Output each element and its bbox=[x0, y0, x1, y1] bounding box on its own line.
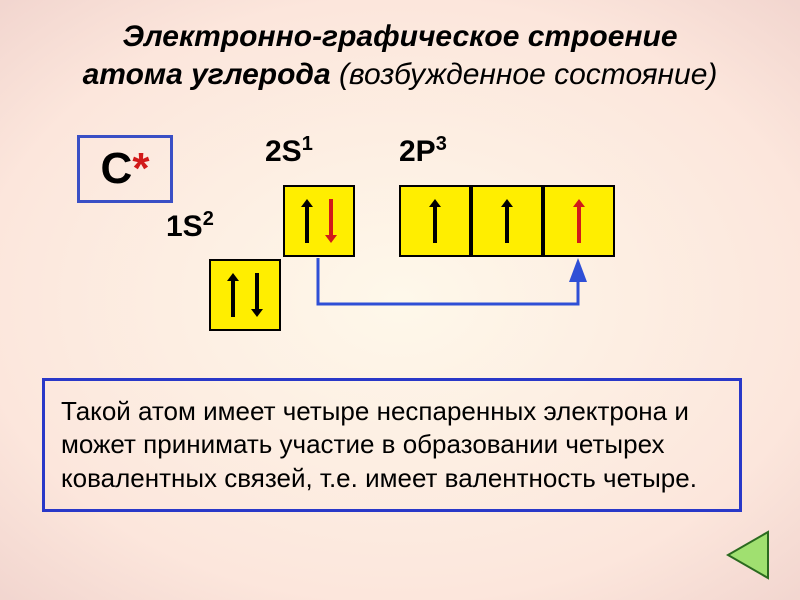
label-1s: 1S2 bbox=[166, 208, 214, 244]
electron-up-arrow bbox=[427, 193, 443, 249]
page-title: Электронно-графическое строение атома уг… bbox=[0, 0, 800, 93]
label-2p: 2P3 bbox=[399, 133, 447, 169]
orbital-box-2p-1 bbox=[399, 185, 471, 257]
electron-transfer-arrow bbox=[318, 258, 588, 318]
label-2s: 2S1 bbox=[265, 133, 313, 169]
explanation-text: Такой атом имеет четыре неспаренных элек… bbox=[42, 378, 742, 512]
title-line2-italic: (возбужденное состояние) bbox=[331, 58, 718, 91]
electron-down-arrow bbox=[249, 267, 265, 323]
electron-up-arrow bbox=[225, 267, 241, 323]
orbital-box-1s bbox=[209, 259, 281, 331]
electron-up-arrow bbox=[571, 193, 587, 249]
electron-down-arrow bbox=[323, 193, 339, 249]
element-symbol-box: C* bbox=[77, 135, 173, 203]
slide-content: Электронно-графическое строение атома уг… bbox=[0, 0, 800, 600]
orbital-box-2s bbox=[283, 185, 355, 257]
orbital-box-2p-3 bbox=[543, 185, 615, 257]
excited-star: * bbox=[132, 144, 149, 194]
title-line2-bold: атома углерода bbox=[83, 58, 331, 91]
back-button[interactable] bbox=[720, 526, 778, 584]
title-line1: Электронно-графическое строение bbox=[122, 20, 677, 53]
element-symbol: C bbox=[101, 144, 133, 194]
back-triangle-icon bbox=[720, 526, 778, 584]
electron-up-arrow bbox=[499, 193, 515, 249]
electron-up-arrow bbox=[299, 193, 315, 249]
orbital-box-2p-2 bbox=[471, 185, 543, 257]
